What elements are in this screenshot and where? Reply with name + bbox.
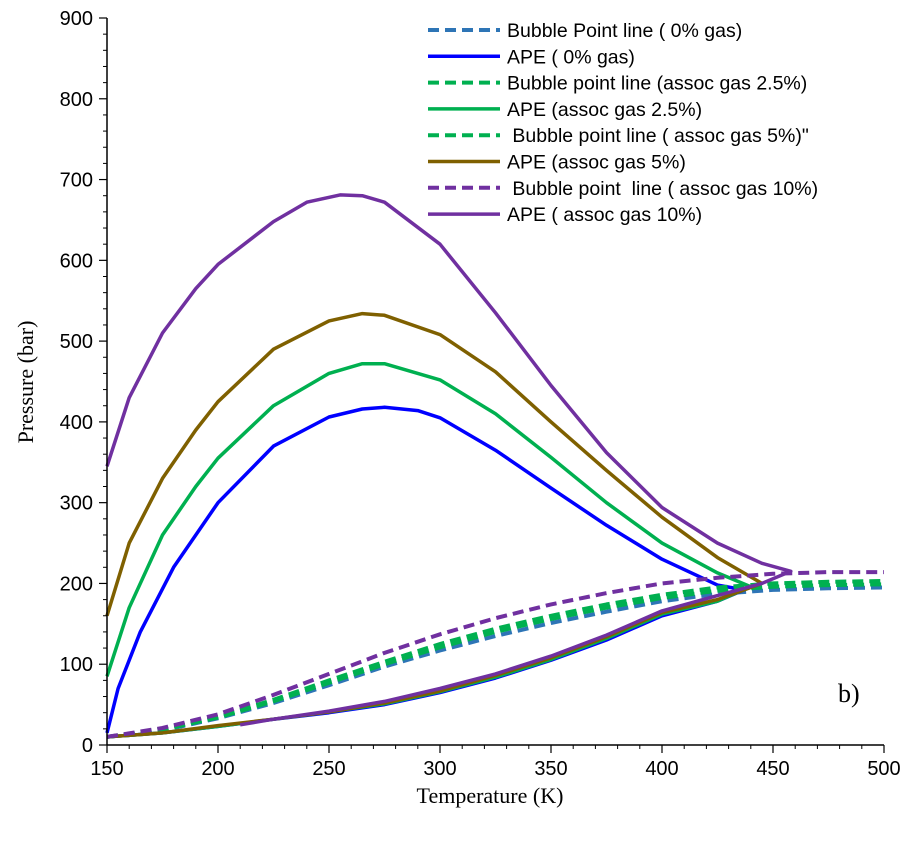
series-line-4 bbox=[106, 579, 885, 739]
chart-annotation: b) bbox=[838, 679, 860, 708]
y-tick-label: 800 bbox=[60, 89, 93, 111]
y-tick-label: 300 bbox=[60, 493, 93, 515]
x-tick-label: 150 bbox=[90, 758, 123, 780]
y-tick-label: 600 bbox=[60, 250, 93, 272]
y-tick-label: 0 bbox=[82, 735, 93, 757]
legend-label-0: Bubble Point line ( 0% gas) bbox=[507, 20, 742, 42]
series-line-0 bbox=[106, 585, 885, 739]
axes: 150 200 250 300 350 400 450 500 0 100 200 300 400 500… bbox=[60, 8, 901, 780]
series-line-7 bbox=[105, 193, 793, 727]
y-tick-label: 400 bbox=[60, 412, 93, 434]
series-line-1 bbox=[105, 405, 746, 739]
y-tick-label: 200 bbox=[60, 573, 93, 595]
x-tick-label: 300 bbox=[423, 758, 456, 780]
y-tick-label: 700 bbox=[60, 170, 93, 192]
legend-label-5: APE (assoc gas 5%) bbox=[507, 152, 686, 174]
y-axis-label: Pressure (bar) bbox=[13, 321, 38, 444]
y-tick-label: 900 bbox=[60, 8, 93, 30]
legend-label-6: Bubble point line ( assoc gas 10%) bbox=[507, 178, 818, 200]
legend-label-2: Bubble point line (assoc gas 2.5%) bbox=[507, 73, 807, 95]
legend: Bubble Point line ( 0% gas) APE ( 0% gas)… bbox=[428, 20, 818, 226]
y-tick-label: 500 bbox=[60, 331, 93, 353]
legend-label-7: APE ( assoc gas 10%) bbox=[507, 204, 702, 226]
x-tick-label: 500 bbox=[867, 758, 900, 780]
plot-marks bbox=[105, 193, 885, 739]
legend-label-4: Bubble point line ( assoc gas 5%)" bbox=[507, 125, 809, 147]
series-line-2 bbox=[106, 582, 885, 739]
legend-label-3: APE (assoc gas 2.5%) bbox=[507, 99, 702, 121]
x-tick-label: 250 bbox=[312, 758, 345, 780]
x-axis-label: Temperature (K) bbox=[417, 783, 564, 808]
legend-label-1: APE ( 0% gas) bbox=[507, 46, 635, 68]
x-tick-label: 200 bbox=[201, 758, 234, 780]
x-tick-label: 400 bbox=[645, 758, 678, 780]
x-tick-label: 350 bbox=[534, 758, 567, 780]
y-tick-label: 100 bbox=[60, 654, 93, 676]
series-line-6 bbox=[106, 570, 884, 739]
x-tick-label: 450 bbox=[756, 758, 789, 780]
